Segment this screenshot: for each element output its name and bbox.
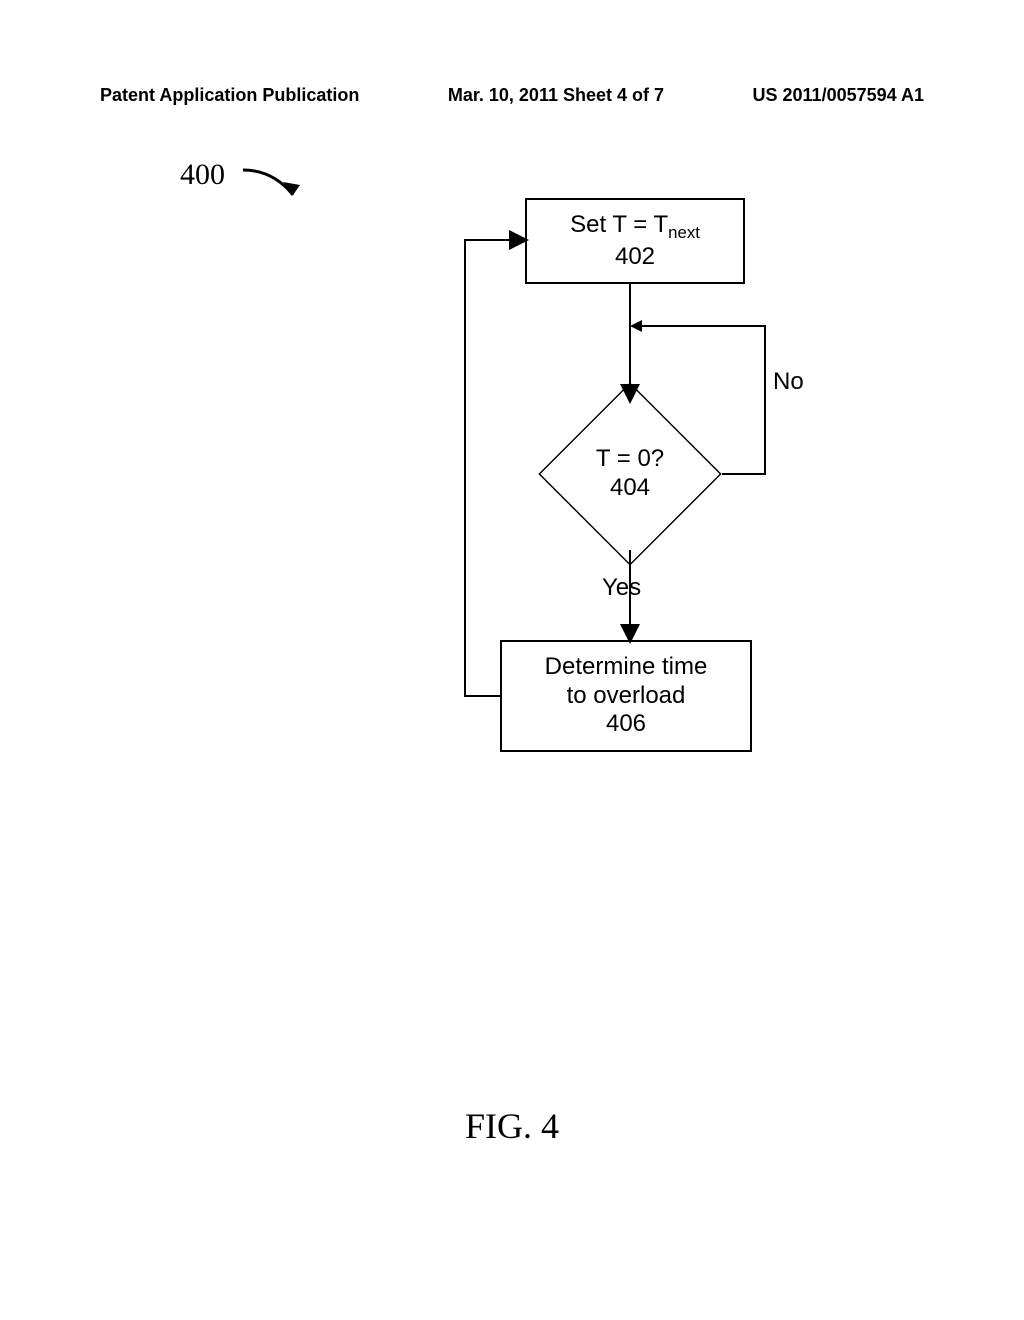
figure-caption: FIG. 4 xyxy=(0,1105,1024,1147)
